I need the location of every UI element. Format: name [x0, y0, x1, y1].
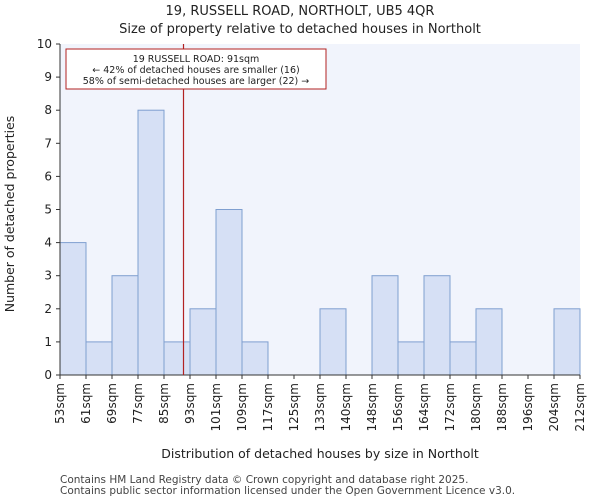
x-tick-label: 188sqm: [495, 383, 509, 431]
x-ticks-group: 53sqm 61sqm 69sqm 77sqm 85sqm 93sqm 101sqm 109s…: [53, 375, 587, 431]
x-tick-label: 109sqm: [235, 383, 249, 431]
x-tick-label: 53sqm: [53, 383, 67, 424]
x-tick-label: 180sqm: [469, 383, 483, 431]
bar-148sqm: [371, 275, 399, 376]
x-tick-label: 164sqm: [417, 383, 431, 431]
y-tick-label: 8: [44, 103, 52, 117]
x-axis-label: Distribution of detached houses by size …: [161, 446, 479, 461]
x-tick-label: 156sqm: [391, 383, 405, 431]
y-tick-label: 2: [44, 302, 52, 316]
bar-133sqm: [319, 308, 347, 376]
annotation-line-3: 58% of semi-detached houses are larger (…: [83, 76, 310, 87]
bar-53sqm: [59, 242, 87, 376]
bar-101sqm: [215, 209, 243, 376]
bars-group: [59, 109, 581, 376]
bar-180sqm: [475, 308, 503, 376]
y-tick-label: 0: [44, 368, 52, 382]
x-tick-label: 69sqm: [105, 383, 119, 424]
x-tick-label: 196sqm: [521, 383, 535, 431]
bar-164sqm: [423, 275, 451, 376]
footer-line-1: Contains HM Land Registry data © Crown c…: [60, 474, 468, 486]
x-tick-label: 125sqm: [287, 383, 301, 431]
x-tick-label: 133sqm: [313, 383, 327, 431]
annotation-line-2: ← 42% of detached houses are smaller (16…: [92, 65, 299, 76]
x-tick-label: 61sqm: [79, 383, 93, 424]
bar-204sqm: [553, 308, 581, 376]
y-tick-label: 1: [44, 335, 52, 349]
y-tick-label: 3: [44, 269, 52, 283]
bar-156sqm: [397, 341, 425, 376]
annotation-box: 19 RUSSELL ROAD: 91sqm ← 42% of detached…: [65, 48, 327, 90]
x-tick-label: 117sqm: [261, 383, 275, 431]
x-tick-label: 93sqm: [183, 383, 197, 424]
annotation-line-1: 19 RUSSELL ROAD: 91sqm: [133, 54, 260, 65]
bar-93sqm: [189, 308, 217, 376]
y-ticks-group: 0 1 2 3 4 5 6 7 8 9 10: [37, 37, 60, 382]
chart-subtitle: Size of property relative to detached ho…: [119, 22, 481, 37]
bar-85sqm: [163, 341, 191, 376]
y-tick-label: 7: [44, 136, 52, 150]
y-tick-label: 6: [44, 169, 52, 183]
y-axis-label: Number of detached properties: [2, 116, 17, 313]
x-tick-label: 77sqm: [131, 383, 145, 424]
bar-172sqm: [449, 341, 477, 376]
y-tick-label: 5: [44, 203, 52, 217]
x-tick-label: 148sqm: [365, 383, 379, 431]
x-tick-label: 101sqm: [209, 383, 223, 431]
chart-title: 19, RUSSELL ROAD, NORTHOLT, UB5 4QR: [166, 4, 435, 19]
y-tick-label: 9: [44, 70, 52, 84]
y-tick-label: 10: [37, 37, 52, 51]
bar-69sqm: [111, 275, 139, 376]
x-tick-label: 204sqm: [547, 383, 561, 431]
x-tick-label: 85sqm: [157, 383, 171, 424]
x-tick-label: 140sqm: [339, 383, 353, 431]
annotation-frame: [65, 48, 327, 90]
footer-line-2: Contains public sector information licen…: [60, 485, 515, 497]
bar-61sqm: [85, 341, 113, 376]
bar-109sqm: [241, 341, 269, 376]
y-tick-label: 4: [44, 236, 52, 250]
bar-77sqm: [137, 109, 165, 376]
x-tick-label: 172sqm: [443, 383, 457, 431]
x-tick-label: 212sqm: [573, 383, 587, 431]
